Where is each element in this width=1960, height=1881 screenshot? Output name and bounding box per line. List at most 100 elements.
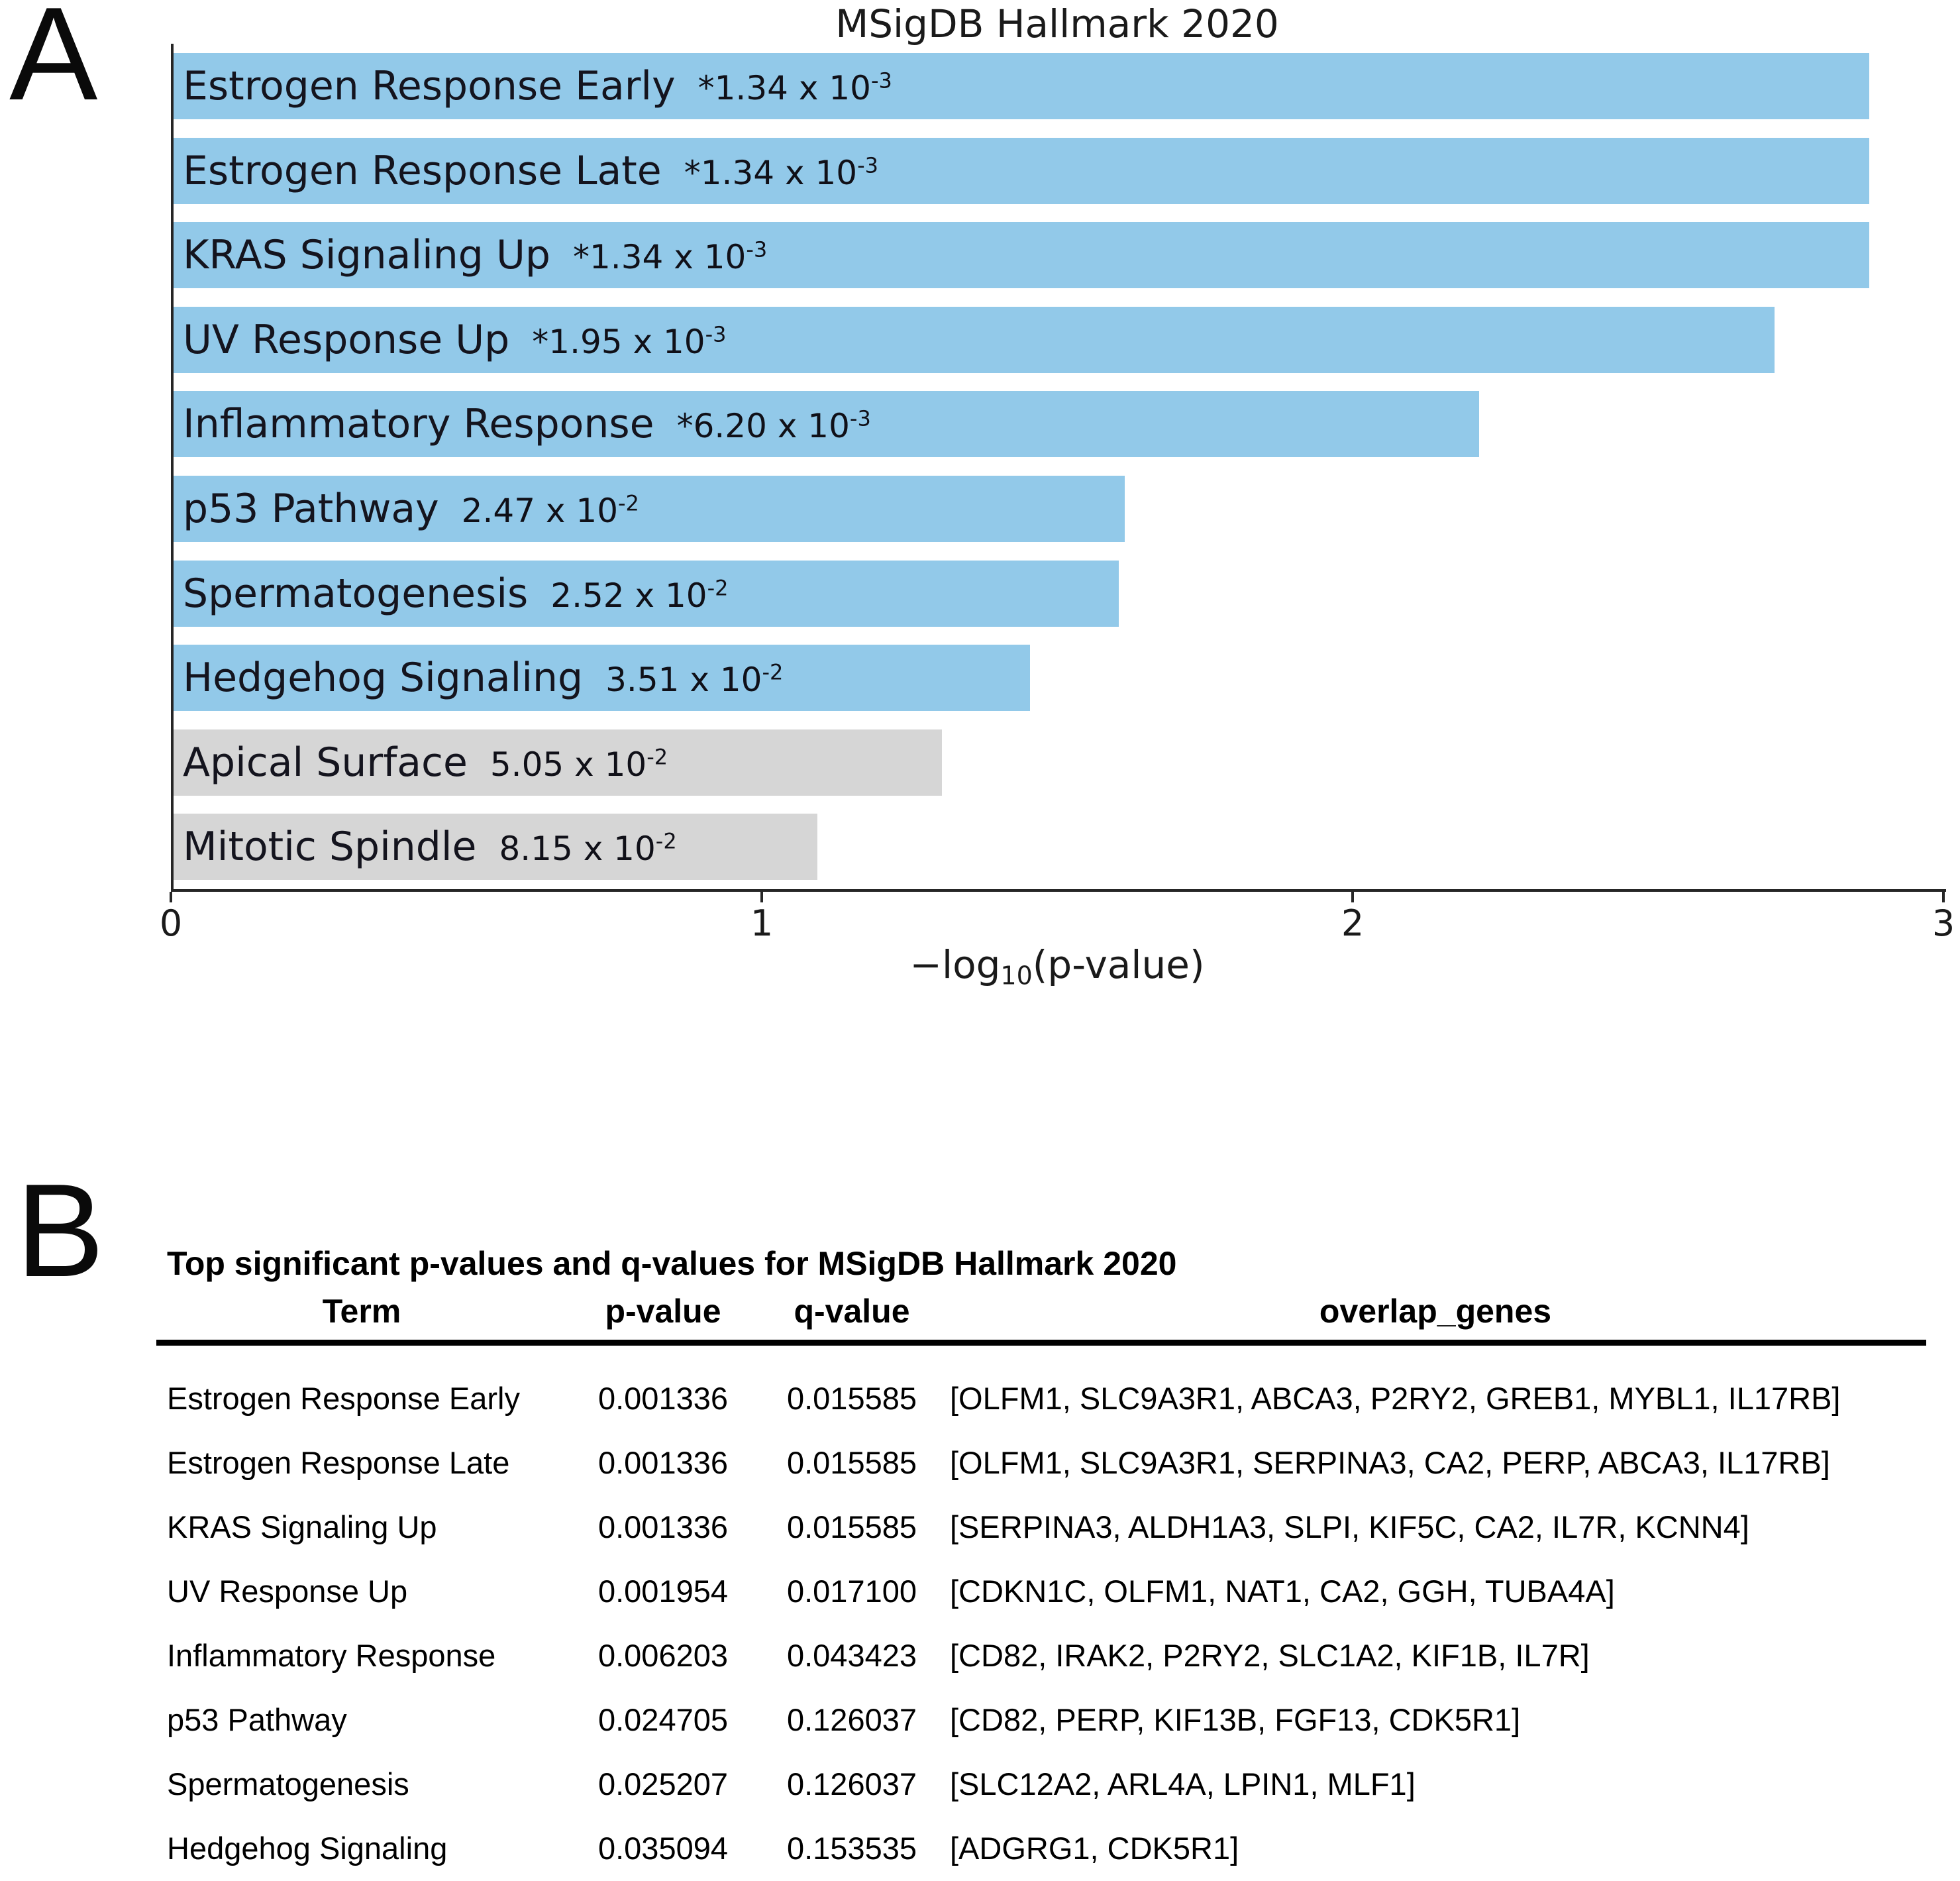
term-cell: Estrogen Response Late <box>167 1445 510 1480</box>
overlap-genes-cell: [SERPINA3, ALDH1A3, SLPI, KIF5C, CA2, IL… <box>950 1509 1749 1544</box>
overlap-genes-cell: [CD82, PERP, KIF13B, FGF13, CDK5R1] <box>950 1702 1521 1737</box>
bar-term-label: Estrogen Response Late *1.34 x 10-3 <box>174 148 878 194</box>
bar-term-label: Hedgehog Signaling 3.51 x 10-2 <box>174 655 783 701</box>
bar: Apical Surface 5.05 x 10-2 <box>174 729 942 796</box>
bar-term-label: p53 Pathway 2.47 x 10-2 <box>174 486 639 532</box>
term-cell: Inflammatory Response <box>167 1638 496 1673</box>
overlap-genes-cell: [CD82, IRAK2, P2RY2, SLC1A2, KIF1B, IL7R… <box>950 1638 1590 1673</box>
x-axis-label-prefix: −log <box>909 942 1001 987</box>
column-header-p-value: p-value <box>605 1293 721 1330</box>
bar-p-value: 2.52 x 10-2 <box>550 576 728 615</box>
q-value-cell: 0.015585 <box>786 1381 917 1416</box>
bar-slot: Estrogen Response Early *1.34 x 10-3 <box>174 53 1946 119</box>
bar-p-value-base: 3.51 x 10 <box>605 661 762 700</box>
bar-slot: Inflammatory Response *6.20 x 10-3 <box>174 391 1946 458</box>
bar-term-text: Spermatogenesis <box>183 570 529 617</box>
bar-slot: KRAS Signaling Up *1.34 x 10-3 <box>174 222 1946 289</box>
q-value-cell: 0.017100 <box>786 1574 917 1609</box>
bar-term-label: Mitotic Spindle 8.15 x 10-2 <box>174 824 677 870</box>
overlap-genes-cell: [OLFM1, SLC9A3R1, SERPINA3, CA2, PERP, A… <box>950 1445 1830 1480</box>
bar-term-text: Estrogen Response Late <box>183 147 662 194</box>
bar-term-text: Estrogen Response Early <box>183 63 676 109</box>
p-value-cell: 0.001336 <box>597 1445 729 1480</box>
q-value-cell: 0.043423 <box>786 1638 917 1673</box>
column-header-q-value: q-value <box>794 1293 910 1330</box>
column-header-overlap-genes: overlap_genes <box>1319 1293 1552 1330</box>
bar-slot: Apical Surface 5.05 x 10-2 <box>174 729 1946 796</box>
bar-term-label: Apical Surface 5.05 x 10-2 <box>174 739 668 786</box>
bar-p-value-exponent: -3 <box>746 237 768 262</box>
bar-p-value: 5.05 x 10-2 <box>490 745 668 784</box>
bar-slot: Estrogen Response Late *1.34 x 10-3 <box>174 137 1946 204</box>
bar-p-value-base: 2.47 x 10 <box>461 492 618 530</box>
q-value-cell: 0.015585 <box>786 1445 917 1480</box>
q-value-cell: 0.153535 <box>786 1831 917 1866</box>
bar-term-text: KRAS Signaling Up <box>183 232 550 279</box>
x-tick-mark <box>760 892 763 902</box>
x-axis-label: −log10(p-value) <box>909 942 1204 989</box>
bar: Hedgehog Signaling 3.51 x 10-2 <box>174 645 1031 712</box>
p-value-cell: 0.001336 <box>597 1509 729 1544</box>
column-header-term: Term <box>322 1293 401 1330</box>
bar-chart-plot-area: Estrogen Response Early *1.34 x 10-3 Estro… <box>171 44 1946 892</box>
bar-term-text: Hedgehog Signaling <box>183 655 584 702</box>
bar-p-value-base: *1.95 x 10 <box>532 322 705 361</box>
x-axis-label-subscript: 10 <box>1000 961 1033 991</box>
bar-term-text: Inflammatory Response <box>183 401 654 448</box>
q-value-cell: 0.126037 <box>786 1766 917 1801</box>
bar-p-value-base: *1.34 x 10 <box>697 69 871 107</box>
overlap-genes-cell: [OLFM1, SLC9A3R1, ABCA3, P2RY2, GREB1, M… <box>950 1381 1841 1416</box>
bar-p-value: *1.34 x 10-3 <box>573 238 767 276</box>
overlap-genes-cell: [SLC12A2, ARL4A, LPIN1, MLF1] <box>950 1766 1416 1801</box>
x-tick-mark <box>170 892 172 902</box>
chart-title: MSigDB Hallmark 2020 <box>835 1 1279 46</box>
term-cell: p53 Pathway <box>167 1702 347 1737</box>
bar-p-value: *6.20 x 10-3 <box>677 407 871 445</box>
bar-p-value: 3.51 x 10-2 <box>605 661 783 699</box>
bar-slot: p53 Pathway 2.47 x 10-2 <box>174 476 1946 542</box>
bar-term-text: Apical Surface <box>183 739 468 786</box>
term-cell: UV Response Up <box>167 1574 408 1609</box>
bar-term-label: KRAS Signaling Up *1.34 x 10-3 <box>174 232 767 278</box>
bar-p-value-exponent: -3 <box>870 68 892 93</box>
q-value-cell: 0.015585 <box>786 1509 917 1544</box>
x-tick-label: 2 <box>1341 902 1365 944</box>
x-tick-label: 0 <box>159 902 183 944</box>
bar-slot: Mitotic Spindle 8.15 x 10-2 <box>174 814 1946 881</box>
bar-p-value-exponent: -2 <box>646 744 668 770</box>
bar-p-value-base: *1.34 x 10 <box>572 238 747 277</box>
q-value-cell: 0.126037 <box>786 1702 917 1737</box>
overlap-genes-cell: [CDKN1C, OLFM1, NAT1, CA2, GGH, TUBA4A] <box>950 1574 1615 1609</box>
bar-p-value: *1.34 x 10-3 <box>684 154 878 192</box>
bar: p53 Pathway 2.47 x 10-2 <box>174 476 1125 542</box>
x-tick-label: 1 <box>750 902 774 944</box>
bar: Estrogen Response Late *1.34 x 10-3 <box>174 137 1870 204</box>
bar-p-value-base: 5.05 x 10 <box>490 745 647 784</box>
bar-term-text: UV Response Up <box>183 316 510 363</box>
term-cell: Estrogen Response Early <box>167 1381 520 1416</box>
bar-p-value: *1.95 x 10-3 <box>532 323 726 361</box>
p-value-cell: 0.006203 <box>597 1638 729 1673</box>
x-tick-mark <box>1942 892 1945 902</box>
bar: Inflammatory Response *6.20 x 10-3 <box>174 391 1480 458</box>
bar-slot: Hedgehog Signaling 3.51 x 10-2 <box>174 645 1946 712</box>
x-tick-label: 3 <box>1932 902 1955 944</box>
table-header-row: Term p-value q-value overlap_genes <box>156 1292 1926 1330</box>
p-value-cell: 0.024705 <box>597 1702 729 1737</box>
bar-p-value-base: 8.15 x 10 <box>499 830 656 869</box>
bar-term-text: Mitotic Spindle <box>183 824 477 871</box>
bar: Estrogen Response Early *1.34 x 10-3 <box>174 53 1870 119</box>
x-tick-mark <box>1351 892 1354 902</box>
bar: UV Response Up *1.95 x 10-3 <box>174 306 1775 373</box>
panel-b-label: B <box>16 1157 105 1305</box>
p-value-cell: 0.001954 <box>597 1574 729 1609</box>
bar-p-value-exponent: -3 <box>857 152 878 178</box>
bar-p-value-exponent: -2 <box>707 574 729 600</box>
term-cell: Hedgehog Signaling <box>167 1831 448 1866</box>
overlap-genes-cell: [ADGRG1, CDK5R1] <box>950 1831 1239 1866</box>
bar-term-text: p53 Pathway <box>183 486 439 532</box>
bar-term-label: Inflammatory Response *6.20 x 10-3 <box>174 401 871 447</box>
bar-p-value-base: 2.52 x 10 <box>550 576 707 615</box>
table-header-rule <box>156 1340 1926 1346</box>
bar-p-value-exponent: -2 <box>655 828 677 854</box>
